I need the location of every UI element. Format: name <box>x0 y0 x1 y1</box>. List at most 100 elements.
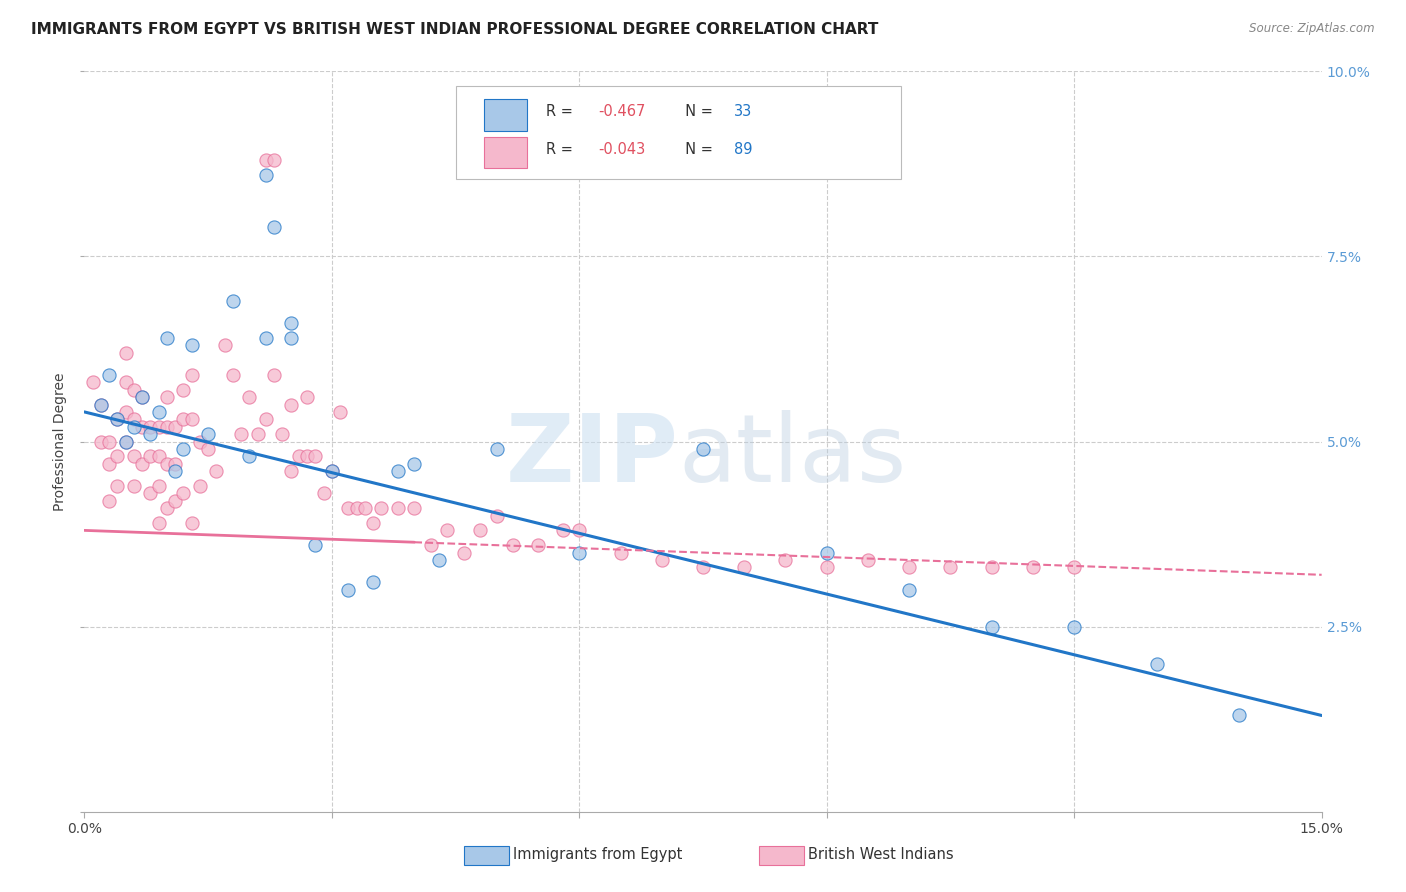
Point <box>246 427 269 442</box>
Point <box>568 545 591 560</box>
Point <box>263 153 285 168</box>
Point <box>815 560 838 574</box>
Point <box>172 442 194 456</box>
Point <box>114 345 136 359</box>
Point <box>197 427 219 442</box>
Point <box>436 524 458 538</box>
Point <box>254 168 277 182</box>
Point <box>304 450 326 464</box>
Point <box>156 331 179 345</box>
Point <box>939 560 962 574</box>
Point <box>172 486 194 500</box>
Text: IMMIGRANTS FROM EGYPT VS BRITISH WEST INDIAN PROFESSIONAL DEGREE CORRELATION CHA: IMMIGRANTS FROM EGYPT VS BRITISH WEST IN… <box>31 22 879 37</box>
Text: atlas: atlas <box>678 410 907 502</box>
Point <box>329 405 352 419</box>
Point <box>122 412 145 426</box>
Point <box>114 434 136 449</box>
Point <box>214 338 236 352</box>
Point <box>165 464 187 478</box>
Text: 33: 33 <box>734 104 752 119</box>
Point <box>651 553 673 567</box>
Point <box>280 331 302 345</box>
Point <box>180 338 202 352</box>
Point <box>502 538 524 552</box>
Point <box>131 419 153 434</box>
Point <box>139 486 162 500</box>
Point <box>156 390 179 404</box>
Point <box>733 560 755 574</box>
Point <box>222 368 245 382</box>
Point <box>304 538 326 552</box>
Point <box>280 464 302 478</box>
Point <box>254 153 277 168</box>
Point <box>105 479 128 493</box>
Point <box>222 293 245 308</box>
Point <box>370 501 392 516</box>
Point <box>188 479 211 493</box>
Point <box>122 419 145 434</box>
Point <box>856 553 879 567</box>
Point <box>131 390 153 404</box>
Text: ZIP: ZIP <box>505 410 678 502</box>
Bar <box>484 100 527 130</box>
Point <box>551 524 574 538</box>
Point <box>337 501 360 516</box>
Point <box>229 427 252 442</box>
Point <box>188 434 211 449</box>
Point <box>180 368 202 382</box>
Point <box>105 412 128 426</box>
Point <box>148 479 170 493</box>
Point <box>361 575 384 590</box>
Point <box>815 545 838 560</box>
Point <box>131 390 153 404</box>
Point <box>165 457 187 471</box>
Point <box>288 450 311 464</box>
Point <box>692 442 714 456</box>
Point <box>172 412 194 426</box>
Point <box>387 501 409 516</box>
Point <box>404 457 426 471</box>
Point <box>470 524 492 538</box>
Text: N =: N = <box>676 104 717 119</box>
Point <box>280 316 302 330</box>
Point <box>254 331 277 345</box>
Point <box>775 553 797 567</box>
Point <box>165 419 187 434</box>
Point <box>254 412 277 426</box>
Point <box>180 412 202 426</box>
Point <box>148 450 170 464</box>
Point <box>1022 560 1045 574</box>
Point <box>321 464 343 478</box>
Bar <box>484 136 527 168</box>
Point <box>148 516 170 530</box>
Point <box>353 501 375 516</box>
Text: R =: R = <box>546 142 578 157</box>
Point <box>527 538 550 552</box>
Point <box>453 545 475 560</box>
Point <box>90 434 112 449</box>
Point <box>156 457 179 471</box>
Point <box>122 383 145 397</box>
Text: Source: ZipAtlas.com: Source: ZipAtlas.com <box>1250 22 1375 36</box>
Point <box>114 434 136 449</box>
Point <box>312 486 335 500</box>
Point <box>898 560 921 574</box>
Point <box>1063 619 1085 633</box>
Point <box>105 450 128 464</box>
Point <box>295 390 318 404</box>
Point <box>1063 560 1085 574</box>
Point <box>148 419 170 434</box>
Point <box>98 368 121 382</box>
Point <box>485 442 508 456</box>
Point <box>131 457 153 471</box>
Point <box>280 398 302 412</box>
Point <box>692 560 714 574</box>
Point <box>387 464 409 478</box>
Point <box>271 427 294 442</box>
Point <box>148 405 170 419</box>
Point <box>321 464 343 478</box>
Point <box>205 464 228 478</box>
Y-axis label: Professional Degree: Professional Degree <box>53 372 67 511</box>
Point <box>337 582 360 597</box>
Point <box>898 582 921 597</box>
